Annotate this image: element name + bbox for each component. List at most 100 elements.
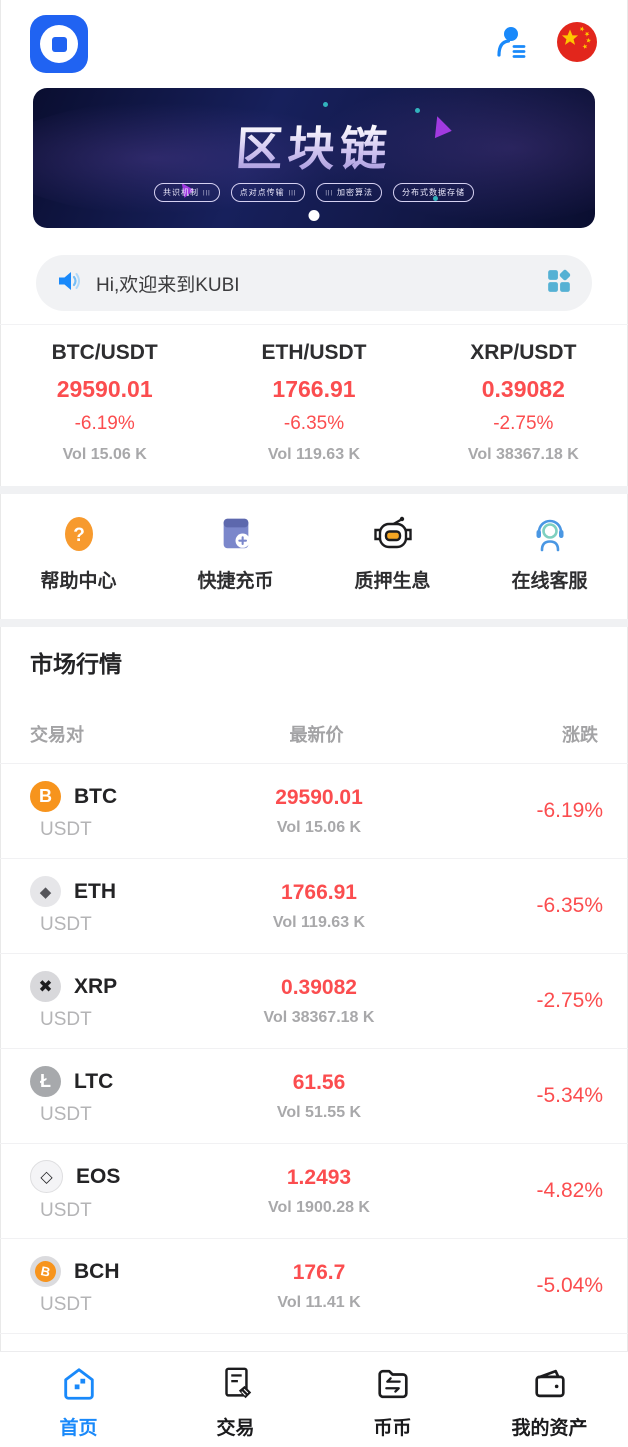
banner-badge: 分布式数据存储 [393, 183, 475, 202]
row-symbol: LTC [74, 1069, 114, 1093]
ticker-pair: BTC/USDT [51, 341, 158, 364]
market-row-xrp[interactable]: ✖ XRP USDT 0.39082 Vol 38367.18 K -2.75% [0, 953, 628, 1048]
ticker-price: 1766.91 [272, 376, 356, 402]
announcement-bar[interactable]: Hi,欢迎来到KUBI [36, 255, 592, 311]
row-symbol: ETH [74, 879, 116, 903]
grid-apps-icon[interactable] [546, 268, 572, 299]
row-change: -6.19% [536, 799, 603, 822]
tab-assets[interactable]: 我的资产 [471, 1352, 628, 1447]
market-title: 市场行情 [30, 651, 122, 677]
column-change[interactable]: 涨跌 [562, 725, 598, 745]
row-change: -4.82% [536, 1179, 603, 1202]
row-quote: USDT [40, 1104, 92, 1125]
ticker-volume: Vol 119.63 K [267, 446, 361, 463]
row-change: -2.75% [536, 989, 603, 1012]
support-headset-icon [471, 514, 628, 554]
row-price: 1.2493 [286, 1165, 352, 1189]
speaker-icon [56, 268, 82, 299]
ticker-change: -2.75% [493, 413, 554, 434]
market-row-ltc[interactable]: Ł LTC USDT 61.56 Vol 51.55 K -5.34% [0, 1048, 628, 1143]
tab-label: 交易 [216, 1418, 255, 1439]
feature-help-center[interactable]: ? 帮助中心 [0, 514, 157, 593]
tab-label: 币币 [373, 1418, 412, 1439]
row-change: -5.34% [536, 1084, 603, 1107]
row-quote: USDT [40, 819, 92, 840]
row-price: 0.39082 [281, 975, 357, 999]
ticker-btc[interactable]: BTC/USDT 29590.01 -6.19% Vol 15.06 K [0, 341, 209, 464]
feature-label: 在线客服 [511, 571, 588, 592]
carousel-dot[interactable] [308, 210, 320, 221]
hero-banner[interactable]: 区块链 共识机制 点对点传输 加密算法 分布式数据存储 [33, 88, 595, 228]
market-row-eos[interactable]: ◇ EOS USDT 1.2493 Vol 1900.28 K -4.82% [0, 1143, 628, 1238]
staking-robot-icon [314, 514, 471, 554]
row-quote: USDT [40, 1009, 92, 1030]
column-pair[interactable]: 交易对 [30, 725, 84, 745]
ltc-coin-icon: Ł [30, 1066, 61, 1097]
banner-badge: 点对点传输 [230, 183, 306, 202]
ticker-change: -6.19% [74, 413, 135, 434]
trade-icon [224, 1367, 251, 1399]
banner-node-dot [433, 196, 438, 201]
row-quote: USDT [40, 1294, 92, 1315]
user-menu-icon[interactable] [492, 24, 528, 65]
china-flag-icon[interactable] [556, 21, 598, 68]
feature-label: 帮助中心 [40, 571, 117, 592]
home-icon [63, 1368, 94, 1400]
row-price: 176.7 [292, 1260, 346, 1284]
section-divider [0, 619, 628, 627]
tab-exchange[interactable]: 币币 [314, 1352, 471, 1447]
ticker-eth[interactable]: ETH/USDT 1766.91 -6.35% Vol 119.63 K [209, 341, 418, 464]
banner-title: 区块链 [33, 110, 595, 179]
row-volume: Vol 11.41 K [277, 1293, 361, 1311]
feature-quick-deposit[interactable]: 快捷充币 [157, 514, 314, 593]
ticker-xrp[interactable]: XRP/USDT 0.39082 -2.75% Vol 38367.18 K [419, 341, 628, 464]
market-row-btc[interactable]: B BTC USDT 29590.01 Vol 15.06 K -6.19% [0, 763, 628, 858]
tab-home[interactable]: 首页 [0, 1352, 157, 1447]
market-table-header: 交易对 最新价 涨跌 [30, 721, 598, 747]
eth-coin-icon: ◆ [30, 876, 61, 907]
feature-staking[interactable]: 质押生息 [314, 514, 471, 593]
kubi-logo[interactable] [30, 15, 88, 73]
row-symbol: BCH [74, 1259, 120, 1283]
bottom-tab-bar: 首页 交易 币币 我的 [0, 1351, 628, 1447]
ticker-pair: ETH/USDT [261, 341, 367, 364]
market-rows: B BTC USDT 29590.01 Vol 15.06 K -6.19% ◆… [0, 763, 628, 1428]
row-change: -5.04% [536, 1274, 603, 1297]
ticker-volume: Vol 38367.18 K [467, 446, 579, 463]
bch-coin-icon: B [30, 1256, 61, 1287]
market-row-eth[interactable]: ◆ ETH USDT 1766.91 Vol 119.63 K -6.35% [0, 858, 628, 953]
exchange-icon [377, 1369, 408, 1399]
btc-coin-icon: B [30, 781, 61, 812]
eos-coin-icon: ◇ [30, 1160, 63, 1193]
banner-badge: 加密算法 [316, 183, 383, 202]
row-volume: Vol 119.63 K [272, 913, 366, 931]
feature-label: 质押生息 [354, 571, 431, 592]
row-price: 1766.91 [281, 880, 357, 904]
ticker-price: 0.39082 [481, 376, 565, 402]
row-volume: Vol 15.06 K [276, 818, 362, 836]
row-change: -6.35% [536, 894, 603, 917]
column-price[interactable]: 最新价 [289, 725, 344, 745]
tab-trade[interactable]: 交易 [157, 1352, 314, 1447]
deposit-icon [157, 514, 314, 554]
logo-circle [40, 25, 78, 63]
row-volume: Vol 38367.18 K [263, 1008, 375, 1026]
feature-online-support[interactable]: 在线客服 [471, 514, 628, 593]
market-section: 市场行情 交易对 最新价 涨跌 B BTC USDT 29590.01 Vol … [0, 627, 628, 1428]
row-symbol: XRP [74, 974, 118, 998]
feature-shortcuts: ? 帮助中心 快捷充币 [0, 494, 628, 619]
ticker-pair: XRP/USDT [470, 341, 577, 364]
row-symbol: EOS [76, 1164, 121, 1188]
row-symbol: BTC [74, 784, 118, 808]
market-row-bch[interactable]: B BCH USDT 176.7 Vol 11.41 K -5.04% [0, 1238, 628, 1333]
row-volume: Vol 51.55 K [276, 1103, 362, 1121]
row-quote: USDT [40, 1200, 92, 1221]
banner-node-dot [323, 102, 328, 107]
row-price: 29590.01 [275, 785, 363, 809]
announcement-text: Hi,欢迎来到KUBI [96, 274, 240, 296]
ticker-strip: BTC/USDT 29590.01 -6.19% Vol 15.06 K ETH… [0, 324, 628, 486]
help-icon: ? [0, 514, 157, 554]
ticker-volume: Vol 15.06 K [62, 446, 147, 463]
banner-node-dot [415, 108, 420, 113]
banner-badges: 共识机制 点对点传输 加密算法 分布式数据存储 [33, 183, 595, 202]
